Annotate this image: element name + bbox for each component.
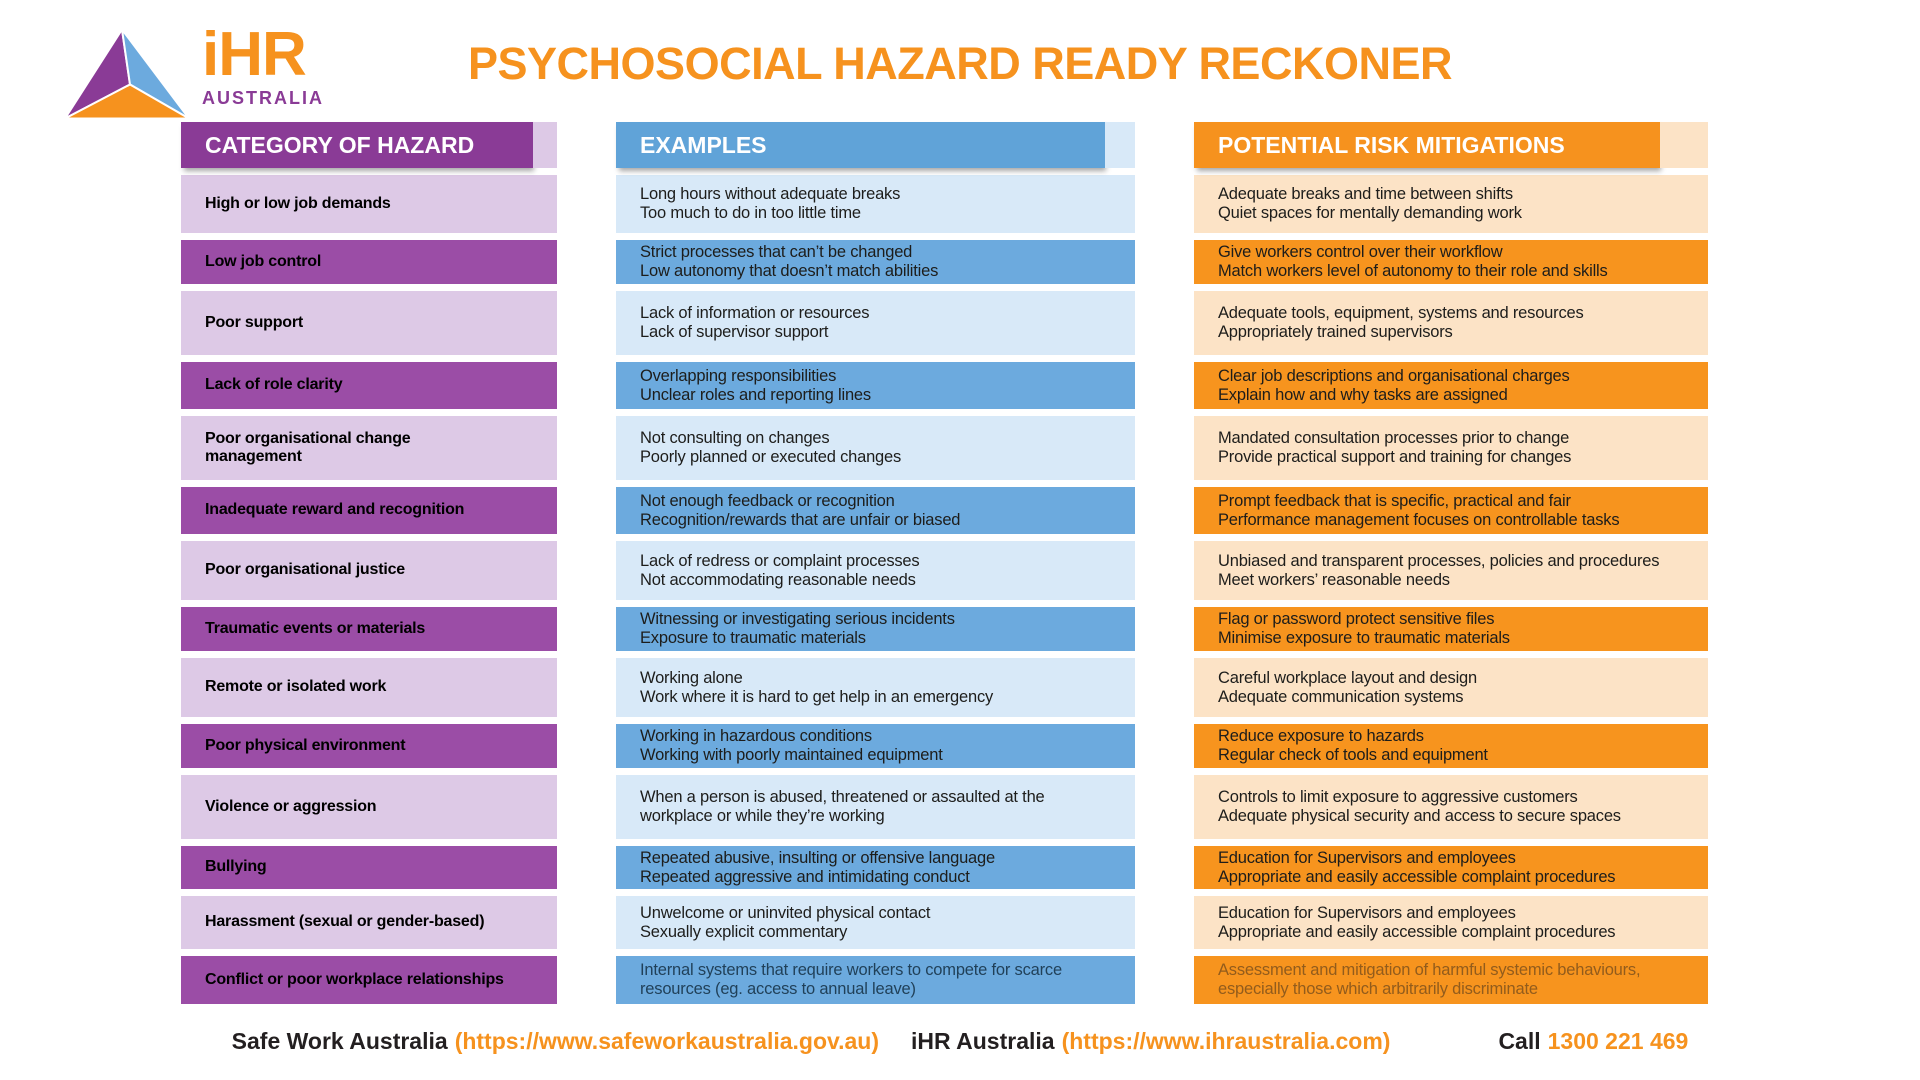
header-strip <box>1105 122 1135 168</box>
category-cell: Traumatic events or materials <box>181 607 557 651</box>
ihr-label: iHR Australia <box>911 1028 1055 1054</box>
mitigations-header: POTENTIAL RISK MITIGATIONS <box>1194 122 1708 168</box>
safework-label: Safe Work Australia <box>231 1028 448 1054</box>
brand-name: iHR <box>202 20 307 89</box>
category-rows: High or low job demands Low job control … <box>181 175 557 1004</box>
footer-source-ihr: iHR Australia (https://www.ihraustralia.c… <box>911 1028 1390 1055</box>
example-cell: Working alone Work where it is hard to g… <box>616 658 1135 717</box>
mitigation-cell: Careful workplace layout and design Adeq… <box>1194 658 1708 717</box>
category-cell: Poor support <box>181 291 557 355</box>
category-cell: Poor organisational justice <box>181 541 557 600</box>
example-cell: Witnessing or investigating serious inci… <box>616 607 1135 651</box>
mitigation-cell: Education for Supervisors and employees … <box>1194 896 1708 949</box>
category-cell: Poor physical environment <box>181 724 557 768</box>
header-strip <box>1660 122 1708 168</box>
category-cell: Violence or aggression <box>181 775 557 839</box>
example-cell: Long hours without adequate breaks Too m… <box>616 175 1135 233</box>
mitigation-cell: Clear job descriptions and organisationa… <box>1194 362 1708 409</box>
example-cell: Strict processes that can’t be changed L… <box>616 240 1135 284</box>
mitigation-cell: Unbiased and transparent processes, poli… <box>1194 541 1708 600</box>
example-cell: Lack of information or resources Lack of… <box>616 291 1135 355</box>
example-cell: Internal systems that require workers to… <box>616 956 1135 1004</box>
category-cell: Harassment (sexual or gender-based) <box>181 896 557 949</box>
footer-source-safework: Safe Work Australia (https://www.safework… <box>232 1028 879 1055</box>
examples-header: EXAMPLES <box>616 122 1135 168</box>
mitigation-cell: Education for Supervisors and employees … <box>1194 846 1708 889</box>
footer: Safe Work Australia (https://www.safework… <box>0 1028 1920 1055</box>
example-cell: Not enough feedback or recognition Recog… <box>616 487 1135 534</box>
category-cell: Remote or isolated work <box>181 658 557 717</box>
ihr-url-link[interactable]: (https://www.ihraustralia.com) <box>1061 1028 1391 1054</box>
mitigation-cell: Controls to limit exposure to aggressive… <box>1194 775 1708 839</box>
category-cell: Bullying <box>181 846 557 889</box>
brand-country: AUSTRALIA <box>202 87 324 108</box>
category-header-label: CATEGORY OF HAZARD <box>181 122 533 168</box>
category-cell: High or low job demands <box>181 175 557 233</box>
mitigations-column: POTENTIAL RISK MITIGATIONS Adequate brea… <box>1194 122 1708 1011</box>
phone-number: 1300 221 469 <box>1547 1028 1689 1054</box>
footer-call: Call 1300 221 469 <box>1498 1028 1688 1055</box>
example-cell: Repeated abusive, insulting or offensive… <box>616 846 1135 889</box>
mitigation-cell: Flag or password protect sensitive files… <box>1194 607 1708 651</box>
category-cell: Conflict or poor workplace relationships <box>181 956 557 1004</box>
mitigation-cell: Reduce exposure to hazards Regular check… <box>1194 724 1708 768</box>
mitigation-cell: Give workers control over their workflow… <box>1194 240 1708 284</box>
category-cell: Poor organisational change management <box>181 416 557 480</box>
mitigation-cell: Adequate breaks and time between shifts … <box>1194 175 1708 233</box>
safework-url-link[interactable]: (https://www.safeworkaustralia.gov.au) <box>454 1028 879 1054</box>
category-cell: Lack of role clarity <box>181 362 557 409</box>
example-cell: Lack of redress or complaint processes N… <box>616 541 1135 600</box>
examples-header-label: EXAMPLES <box>616 122 1105 168</box>
mitigation-cell: Adequate tools, equipment, systems and r… <box>1194 291 1708 355</box>
examples-column: EXAMPLES Long hours without adequate bre… <box>616 122 1135 1011</box>
mitigations-rows: Adequate breaks and time between shifts … <box>1194 175 1708 1004</box>
mitigation-cell: Assessment and mitigation of harmful sys… <box>1194 956 1708 1004</box>
call-label: Call <box>1498 1028 1541 1054</box>
category-header: CATEGORY OF HAZARD <box>181 122 557 168</box>
examples-rows: Long hours without adequate breaks Too m… <box>616 175 1135 1004</box>
mitigation-cell: Mandated consultation processes prior to… <box>1194 416 1708 480</box>
mitigations-header-label: POTENTIAL RISK MITIGATIONS <box>1194 122 1660 168</box>
ihr-triangle-logo-icon <box>62 26 192 122</box>
example-cell: When a person is abused, threatened or a… <box>616 775 1135 839</box>
category-cell: Inadequate reward and recognition <box>181 487 557 534</box>
example-cell: Overlapping responsibilities Unclear rol… <box>616 362 1135 409</box>
page-title: PSYCHOSOCIAL HAZARD READY RECKONER <box>468 38 1452 89</box>
example-cell: Unwelcome or uninvited physical contact … <box>616 896 1135 949</box>
ihr-logo: iHR AUSTRALIA <box>62 20 324 122</box>
category-column: CATEGORY OF HAZARD High or low job deman… <box>181 122 557 1011</box>
example-cell: Working in hazardous conditions Working … <box>616 724 1135 768</box>
header-strip <box>533 122 557 168</box>
example-cell: Not consulting on changes Poorly planned… <box>616 416 1135 480</box>
category-cell: Low job control <box>181 240 557 284</box>
mitigation-cell: Prompt feedback that is specific, practi… <box>1194 487 1708 534</box>
